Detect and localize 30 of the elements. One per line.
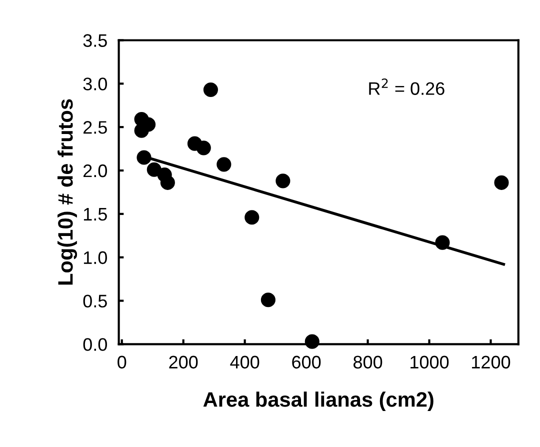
point [435, 235, 450, 250]
x-tick-label: 1000 [410, 356, 449, 369]
y-tick-label: 3.5 [83, 34, 107, 47]
point [276, 174, 290, 188]
x-axis-title: Area basal lianas (cm2) [203, 392, 434, 411]
x-tick-label: 1200 [472, 356, 510, 369]
point [136, 150, 152, 165]
x-tick-label: 800 [354, 356, 382, 369]
y-tick-label: 2.5 [84, 121, 107, 134]
annotation: R$^{2}$ = 0.26 [369, 78, 444, 95]
x-tick-label: 0 [118, 356, 126, 369]
point [216, 157, 232, 172]
y-tick-label: 1.0 [84, 251, 107, 264]
point [304, 334, 320, 349]
x-tick-label: 600 [292, 356, 321, 369]
point [160, 175, 175, 190]
y-axis-title: Log(10) # de frutos [58, 99, 78, 285]
point [196, 140, 211, 156]
y-tick-label: 1.5 [84, 208, 107, 221]
point [260, 292, 276, 308]
x-tick-label: 200 [169, 356, 198, 369]
y-tick-label: 2.0 [84, 164, 107, 178]
y-tick-label: 0.5 [83, 294, 107, 308]
y-tick-label: 0.0 [83, 338, 107, 351]
point [146, 162, 162, 177]
point [203, 82, 218, 98]
point [244, 210, 260, 225]
point [494, 175, 509, 190]
x-tick-label: 400 [230, 356, 260, 369]
y-tick-label: 3.0 [83, 78, 107, 90]
